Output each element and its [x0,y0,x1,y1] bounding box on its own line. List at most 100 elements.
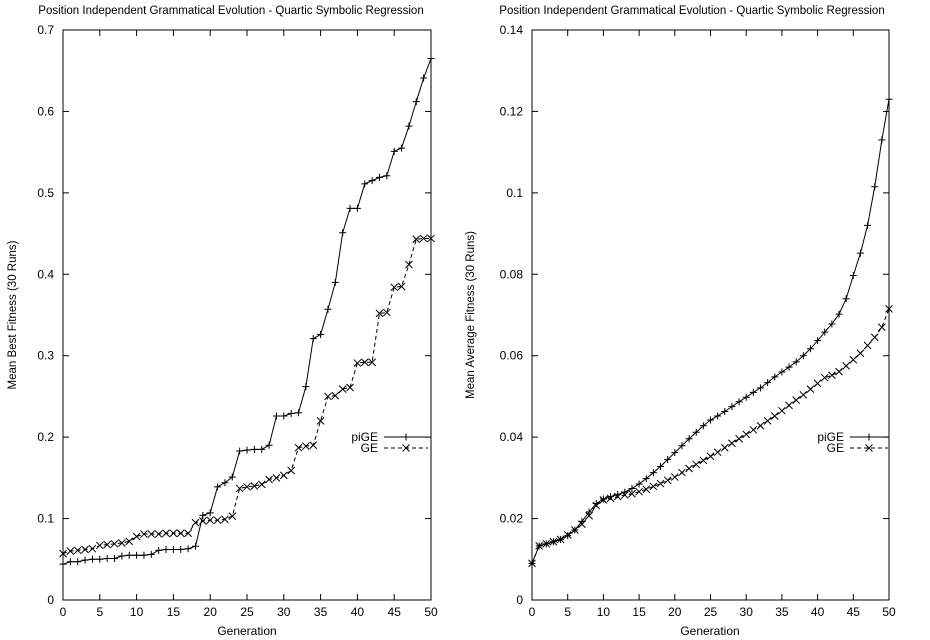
plot-area [62,29,432,601]
data-point-marker [368,358,376,367]
data-point-marker [103,540,112,549]
data-point-marker [132,532,141,541]
data-point-marker [699,422,707,430]
data-point-marker [339,229,347,237]
series-layer [59,55,435,568]
data-point-marker [799,390,808,399]
x-tick-label: 30 [740,605,754,619]
x-tick-label: 20 [668,605,682,619]
data-point-marker [221,515,229,524]
x-tick-label: 40 [811,605,825,619]
data-point-marker [360,358,369,367]
data-point-marker [419,234,428,243]
y-axis-label: Mean Best Fitness (30 Runs) [7,240,19,389]
data-point-marker [228,473,236,481]
data-point-marker [96,555,104,563]
data-point-marker [742,393,750,401]
data-point-marker [578,520,586,529]
data-point-marker [735,398,743,406]
data-point-marker [191,518,200,527]
y-tick-label: 0.2 [37,430,54,444]
series-line-pige [62,58,432,565]
chart-panel-right: Position Independent Grammatical Evoluti… [465,5,896,638]
x-tick-label: 40 [351,605,365,619]
data-point-marker [649,482,658,491]
data-point-marker [564,532,572,540]
data-point-marker [198,517,207,525]
y-tick-label: 0.5 [37,186,54,200]
chart-title: Position Independent Grammatical Evoluti… [38,5,423,17]
data-point-marker [607,493,615,501]
series-line-pige [531,99,890,564]
data-point-marker [176,529,185,538]
data-point-marker [257,480,266,489]
data-point-marker [878,136,886,144]
data-point-marker [628,489,636,498]
x-tick-label: 25 [240,605,254,619]
data-point-marker [742,430,751,439]
data-point-marker [154,530,163,538]
data-point-marker [878,323,886,332]
data-point-marker [324,305,332,313]
data-point-marker [806,385,815,393]
data-point-marker [870,333,879,342]
data-point-marker [865,433,873,441]
data-point-marker [849,272,857,280]
data-point-marker [111,554,119,562]
data-point-marker [147,550,155,558]
data-point-marker [382,308,391,317]
data-point-marker [81,545,89,554]
data-point-marker [110,539,119,548]
data-point-marker [663,476,672,485]
data-point-marker [606,494,615,503]
data-point-marker [73,546,82,555]
data-point-marker [206,516,215,525]
data-point-marker [792,358,800,366]
data-point-marker [368,177,376,185]
data-point-marker [184,529,192,538]
data-point-marker [280,412,288,420]
data-point-marker [678,468,686,477]
data-point-marker [642,475,650,483]
data-point-marker [820,373,829,382]
data-point-marker [331,391,340,400]
data-point-marker [599,495,607,503]
data-point-marker [412,235,421,244]
data-point-marker [243,446,251,454]
data-point-marker [412,98,420,106]
data-point-marker [383,172,391,180]
x-tick-label: 50 [882,605,896,619]
data-point-marker [628,484,636,492]
x-tick-label: 0 [60,605,67,619]
plot-area [531,29,890,601]
data-point-marker [856,249,864,257]
data-point-marker [535,541,543,550]
data-point-marker [317,331,325,339]
data-point-marker [714,412,722,420]
data-point-marker [309,335,317,343]
data-point-marker [346,204,354,212]
data-point-marker [125,551,133,559]
data-point-marker [169,546,177,554]
data-point-marker [228,512,237,520]
data-point-marker [785,401,793,410]
data-point-marker [346,383,354,392]
data-point-marker [235,484,244,493]
data-point-marker [265,441,273,449]
data-point-marker [324,392,332,401]
data-point-marker [74,558,82,566]
data-point-marker [885,95,893,103]
data-point-marker [353,359,362,367]
data-point-marker [635,487,643,496]
y-tick-label: 0 [47,593,54,607]
data-point-marker [265,475,273,484]
data-point-marker [692,460,701,469]
data-point-marker [563,531,572,539]
data-point-marker [81,556,89,564]
data-point-marker [118,552,126,560]
data-point-marker [155,546,163,554]
data-point-marker [657,462,665,470]
data-point-marker [66,558,74,566]
axis-ticks: 0 5 10 15 20 25 30 35 40 45 50 0 0.1 0.2 0.3 0.4 0.5 0.6 0… [37,23,438,619]
data-point-marker [842,362,851,370]
